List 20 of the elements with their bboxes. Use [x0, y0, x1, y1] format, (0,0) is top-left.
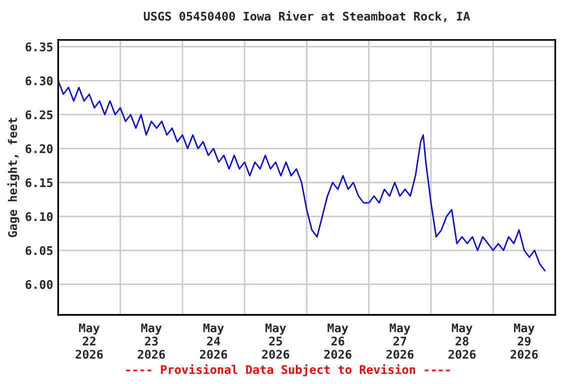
y-tick-label: 6.30	[26, 76, 53, 86]
x-tick-label: May 28 2026	[448, 324, 476, 359]
y-tick-label: 6.00	[26, 280, 53, 289]
chart-title: USGS 05450400 Iowa River at Steamboat Rock, IA	[144, 10, 470, 22]
y-axis-title: Gage height, feet	[7, 118, 20, 238]
x-tick-label: May 26 2026	[324, 324, 352, 359]
line-series	[58, 80, 546, 272]
y-tick-label: 6.10	[26, 212, 53, 222]
x-tick-label: May 22 2026	[76, 324, 103, 359]
x-tick-label: May 25 2026	[262, 324, 290, 359]
x-tick-label: May 23 2026	[138, 324, 165, 359]
y-tick-label: 6.35	[26, 42, 53, 52]
x-tick-label: May 24 2026	[200, 324, 228, 359]
y-tick-label: 6.20	[26, 144, 53, 154]
y-tick-label: 6.25	[26, 110, 53, 120]
x-tick-label: May 27 2026	[386, 324, 414, 359]
y-tick-label: 6.15	[26, 178, 53, 188]
x-tick-label: May 29 2026	[510, 324, 538, 359]
y-tick-label: 6.05	[26, 246, 53, 256]
text: ---- Provisional Data Subject to Revision ----	[126, 364, 450, 376]
